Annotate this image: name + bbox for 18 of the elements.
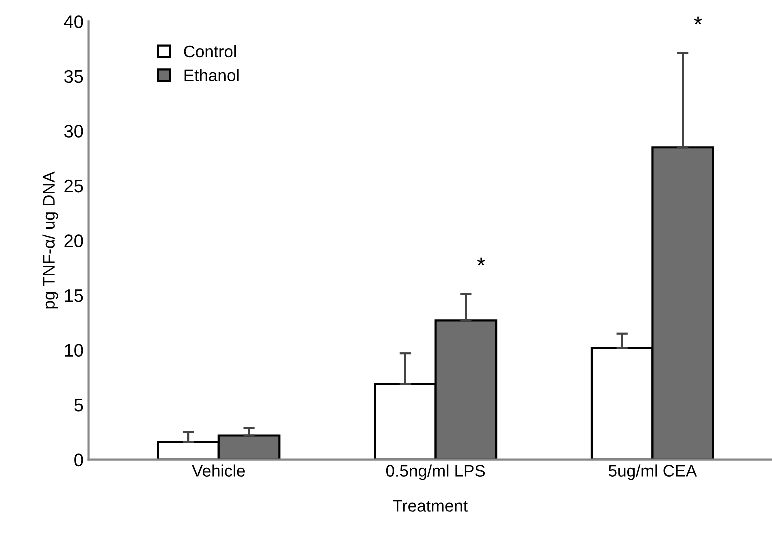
y-tick-label: 25 [64,180,84,193]
y-tick-label: 15 [65,290,84,302]
legend-label: Control [184,45,236,58]
x-axis-title: Treatment [393,500,468,512]
annotation: * [477,258,486,266]
y-tick-label: 10 [65,344,84,358]
y-tick-label: 35 [64,70,84,84]
y-tick-label: 0 [74,454,84,467]
y-axis-title: pg TNF-α/ ug DNA [42,172,58,309]
annotation: * [694,16,702,25]
x-tick-label: 5ug/ml CEA [608,464,698,480]
y-tick-label: 40 [64,16,84,28]
legend-label: Ethanol [184,69,239,82]
y-tick-label: 5 [74,399,84,412]
y-tick-label: 20 [64,234,84,248]
x-tick-label: Vehicle [192,464,246,477]
x-tick-label: 0.5ng/ml LPS [386,464,486,480]
y-tick-label: 30 [64,125,84,138]
